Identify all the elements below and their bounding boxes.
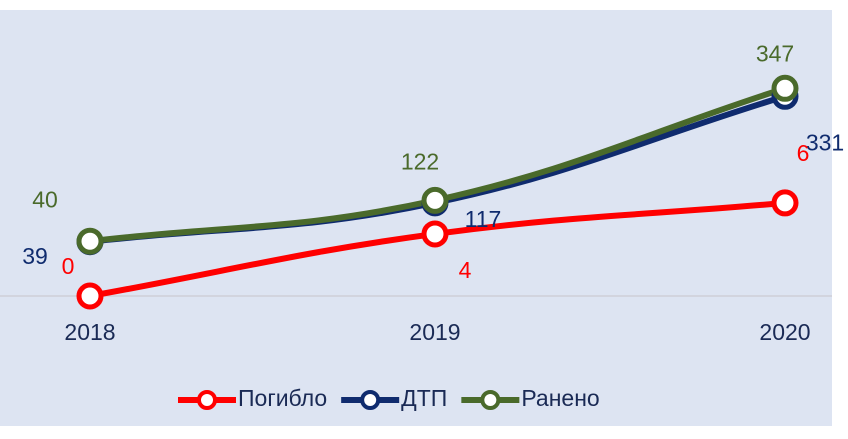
data-label: 0 <box>62 253 75 279</box>
x-tick-label: 2020 <box>759 319 810 345</box>
data-label: 122 <box>401 148 439 174</box>
point-marker <box>76 227 104 255</box>
data-label: 117 <box>465 206 502 232</box>
legend-marker <box>480 390 501 410</box>
data-label: 39 <box>22 243 48 269</box>
data-label: 331 <box>806 129 844 155</box>
data-label: 40 <box>32 186 58 212</box>
data-label: 4 <box>459 257 472 283</box>
point-marker <box>76 282 104 310</box>
data-label: 6 <box>797 140 810 166</box>
plot-background <box>0 10 832 426</box>
legend-label: ДТП <box>401 385 447 411</box>
legend-label: Ранено <box>521 385 599 411</box>
point-marker <box>771 74 799 102</box>
legend-marker <box>360 390 381 410</box>
point-marker <box>771 189 799 217</box>
data-label: 347 <box>756 40 794 66</box>
x-tick-label: 2019 <box>409 319 460 345</box>
point-marker <box>421 220 449 248</box>
x-tick-label: 2018 <box>64 319 115 345</box>
legend-marker <box>197 390 217 410</box>
legend-label: Погибло <box>238 385 327 411</box>
point-marker <box>421 186 449 214</box>
